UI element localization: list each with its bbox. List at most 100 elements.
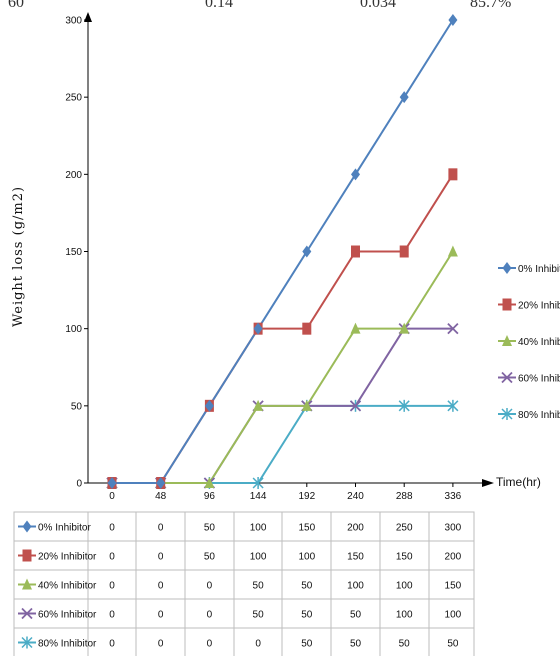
marker-shape: [156, 477, 166, 489]
marker-shape: [448, 14, 458, 26]
table-cell: 50: [350, 610, 362, 621]
data-point: [447, 323, 459, 335]
legend-marker: [501, 408, 513, 420]
data-point: [399, 322, 410, 334]
marker-shape: [351, 168, 360, 181]
table-cell: 50: [301, 581, 313, 592]
legend-marker: [502, 335, 512, 346]
table-series-name: 20% Inhibitor: [38, 552, 97, 563]
marker-shape: [302, 245, 312, 258]
data-point: [351, 245, 360, 258]
data-point: [253, 399, 264, 411]
top-table-fragment: 60 0.14 0.034 85.7%: [0, 0, 560, 12]
table-series-name: 0% Inhibitor: [38, 523, 91, 534]
marker-shape: [502, 262, 512, 274]
table-cell: 50: [301, 610, 313, 621]
data-point: [204, 399, 214, 412]
table-series-name: 80% Inhibitor: [38, 639, 97, 650]
top-cell-3: 0.034: [360, 0, 396, 11]
y-tick-label: 250: [65, 93, 82, 104]
data-table-row: 60% Inhibitor 0 0 0 50 50 50 100 100: [18, 607, 462, 621]
data-point: [253, 322, 263, 335]
table-cell: 150: [445, 581, 462, 592]
y-tick-label: 300: [65, 16, 82, 27]
table-cell: 100: [396, 581, 413, 592]
table-cell: 150: [396, 552, 413, 563]
legend-label: 60% Inhibitor: [518, 374, 560, 385]
data-point: [301, 399, 312, 411]
table-cell: 0: [109, 581, 115, 592]
data-point: [448, 14, 458, 26]
table-series-name: 40% Inhibitor: [38, 581, 97, 592]
table-legend-marker: [22, 520, 32, 533]
y-tick-label: 150: [65, 247, 82, 258]
marker-shape: [253, 399, 264, 411]
x-axis-label: Time(hr): [496, 475, 541, 489]
table-legend-marker: [22, 549, 32, 562]
table-cell: 250: [396, 523, 413, 534]
table-cell: 50: [350, 639, 362, 650]
table-series-name: 60% Inhibitor: [38, 610, 97, 621]
marker-shape: [22, 549, 32, 562]
data-point: [351, 168, 360, 181]
table-cell: 50: [447, 639, 459, 650]
y-tick-label: 200: [65, 170, 82, 181]
marker-shape: [22, 520, 32, 533]
data-point: [399, 245, 409, 258]
table-cell: 0: [158, 581, 164, 592]
x-tick-label: 144: [250, 491, 267, 502]
table-cell: 0: [158, 552, 164, 563]
table-cell: 150: [347, 552, 364, 563]
x-tick-label: 240: [347, 491, 364, 502]
marker-stroke: [21, 607, 33, 620]
marker-shape: [107, 477, 117, 489]
table-legend-marker: [21, 607, 33, 620]
legend-label: 0% Inhibitor: [518, 264, 560, 275]
marker-shape: [204, 399, 214, 412]
table-cell: 50: [204, 523, 216, 534]
legend-marker: [502, 262, 512, 274]
marker-shape: [301, 399, 312, 411]
y-axis-label: Weight loss (g/m2): [11, 186, 26, 327]
marker-stroke: [501, 371, 513, 384]
table-cell: 50: [253, 581, 265, 592]
data-table-row: 80% Inhibitor 0 0 0 0 50 50 50 50: [18, 636, 459, 650]
table-cell: 0: [109, 523, 115, 534]
table-cell: 0: [207, 581, 213, 592]
marker-shape: [302, 322, 312, 335]
table-cell: 100: [250, 523, 267, 534]
marker-stroke: [447, 323, 459, 335]
table-legend-marker: [21, 636, 33, 649]
data-point: [448, 168, 458, 181]
marker-shape: [502, 298, 512, 311]
legend-label: 40% Inhibitor: [518, 337, 560, 348]
series-line: [112, 19, 454, 484]
marker-shape: [350, 322, 361, 334]
data-point: [447, 245, 458, 257]
top-cell-2: 0.14: [205, 0, 233, 11]
y-tick-label: 0: [76, 479, 82, 490]
table-cell: 0: [109, 639, 115, 650]
table-cell: 200: [347, 523, 364, 534]
top-cell-1: 60: [8, 0, 24, 11]
x-tick-label: 336: [445, 491, 462, 502]
table-cell: 0: [207, 610, 213, 621]
data-point: [204, 477, 215, 488]
series-line: [112, 250, 454, 484]
marker-shape: [502, 335, 512, 346]
table-cell: 0: [255, 639, 261, 650]
table-cell: 100: [347, 581, 364, 592]
table-cell: 0: [158, 639, 164, 650]
data-table-row: 20% Inhibitor 0 0 50 100 100 150 150 200: [18, 549, 462, 563]
table-cell: 50: [399, 639, 411, 650]
table-cell: 0: [207, 639, 213, 650]
marker-shape: [22, 578, 32, 590]
legend-label: 20% Inhibitor: [518, 301, 560, 312]
marker-shape: [448, 168, 458, 181]
data-point: [302, 245, 312, 258]
series-line: [112, 404, 453, 484]
table-cell: 0: [158, 523, 164, 534]
marker-stroke: [349, 400, 362, 412]
marker-shape: [399, 91, 409, 104]
